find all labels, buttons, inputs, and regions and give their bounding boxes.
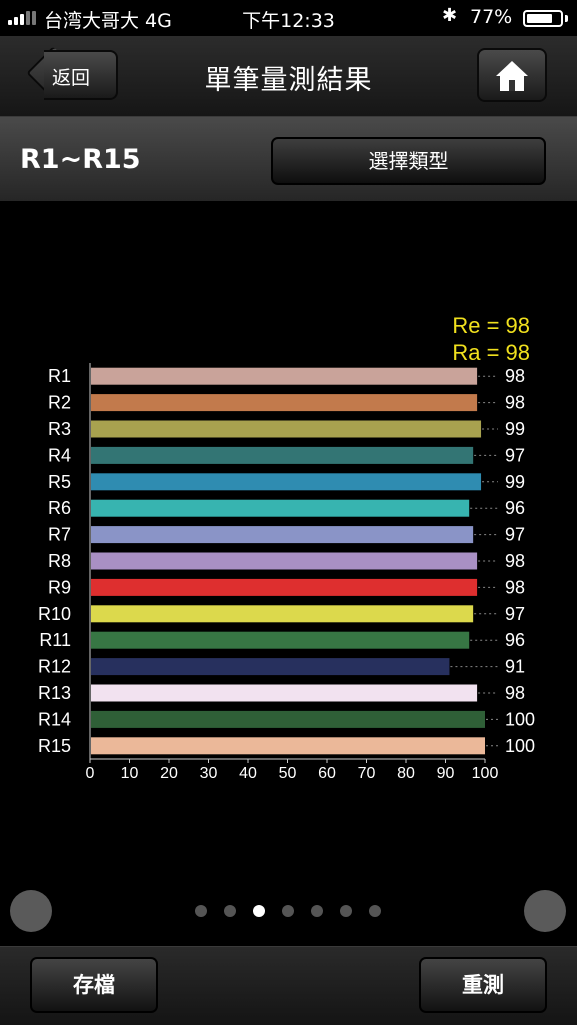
bar-r5 <box>91 473 482 491</box>
category-label: R11 <box>39 630 71 650</box>
value-label: 98 <box>505 577 525 597</box>
bar-r1 <box>91 367 478 385</box>
bar-r3 <box>91 420 482 438</box>
category-label: R10 <box>38 604 71 624</box>
battery-tip <box>565 15 568 22</box>
page-dot[interactable] <box>369 905 381 917</box>
carrier-label: 台湾大哥大 4G <box>44 10 172 32</box>
category-label: R13 <box>38 683 71 703</box>
back-button-label: 返回 <box>52 67 91 89</box>
category-label: R2 <box>48 393 71 413</box>
value-label: 97 <box>505 604 525 624</box>
bar-r8 <box>91 552 478 570</box>
range-label: R1~R15 <box>20 144 141 175</box>
category-label: R5 <box>48 472 71 492</box>
bluetooth-icon: ✱ <box>442 5 458 26</box>
x-tick-label: 70 <box>358 765 376 780</box>
value-label: 100 <box>505 736 535 756</box>
sub-header: R1~R15 選擇類型 <box>0 117 577 201</box>
next-page-button[interactable] <box>524 890 566 932</box>
bar-r2 <box>91 394 478 412</box>
remeasure-button[interactable]: 重測 <box>419 957 547 1013</box>
bar-r10 <box>91 605 474 623</box>
chart-annotation: Re = 98 <box>452 313 530 338</box>
bar-r12 <box>91 658 450 676</box>
category-label: R4 <box>48 445 71 465</box>
x-tick-label: 100 <box>472 765 499 780</box>
value-label: 96 <box>505 630 525 650</box>
category-label: R7 <box>48 525 71 545</box>
x-tick-label: 50 <box>279 765 297 780</box>
page-dot[interactable] <box>282 905 294 917</box>
bar-r11 <box>91 631 470 649</box>
category-label: R6 <box>48 498 71 518</box>
category-label: R8 <box>48 551 71 571</box>
value-label: 97 <box>505 525 525 545</box>
battery-icon <box>523 10 563 27</box>
page-dot[interactable] <box>224 905 236 917</box>
home-button[interactable] <box>477 48 547 102</box>
page-dot[interactable] <box>253 905 265 917</box>
x-tick-label: 90 <box>437 765 455 780</box>
x-tick-label: 60 <box>318 765 336 780</box>
x-tick-label: 10 <box>121 765 139 780</box>
status-time: 下午12:33 <box>242 10 335 32</box>
back-button[interactable]: 返回 <box>26 46 118 100</box>
category-label: R3 <box>48 419 71 439</box>
category-label: R14 <box>38 709 71 729</box>
x-tick-label: 30 <box>200 765 218 780</box>
x-tick-label: 0 <box>86 765 95 780</box>
x-tick-label: 20 <box>160 765 178 780</box>
nav-bar: 返回 單筆量測結果 <box>0 36 577 117</box>
category-label: R12 <box>38 657 71 677</box>
bar-r6 <box>91 499 470 517</box>
category-label: R1 <box>48 366 71 386</box>
value-label: 91 <box>505 657 525 677</box>
save-button[interactable]: 存檔 <box>30 957 158 1013</box>
chart-annotation: Ra = 98 <box>452 340 530 365</box>
page-dot[interactable] <box>195 905 207 917</box>
bar-r4 <box>91 446 474 464</box>
bar-r15 <box>91 737 485 755</box>
bar-r9 <box>91 578 478 596</box>
value-label: 97 <box>505 445 525 465</box>
page-title: 單筆量測結果 <box>204 65 373 96</box>
bottom-bar: 存檔 重測 <box>0 946 577 1025</box>
value-label: 96 <box>505 498 525 518</box>
x-tick-label: 40 <box>239 765 257 780</box>
x-tick-label: 80 <box>397 765 415 780</box>
value-label: 98 <box>505 683 525 703</box>
bar-r7 <box>91 526 474 544</box>
page-dot[interactable] <box>311 905 323 917</box>
select-type-button[interactable]: 選擇類型 <box>271 137 546 185</box>
page-dot[interactable] <box>340 905 352 917</box>
home-icon <box>496 61 528 91</box>
category-label: R15 <box>38 736 71 756</box>
status-bar: 台湾大哥大 4G 下午12:33 ✱ 77% <box>0 0 577 36</box>
value-label: 98 <box>505 393 525 413</box>
category-label: R9 <box>48 577 71 597</box>
bar-r14 <box>91 710 485 728</box>
value-label: 99 <box>505 419 525 439</box>
value-label: 99 <box>505 472 525 492</box>
value-label: 100 <box>505 709 535 729</box>
battery-percent: 77% <box>470 6 513 28</box>
back-button-body <box>44 50 118 100</box>
value-label: 98 <box>505 366 525 386</box>
previous-page-button[interactable] <box>10 890 52 932</box>
bar-r13 <box>91 684 478 702</box>
value-label: 98 <box>505 551 525 571</box>
